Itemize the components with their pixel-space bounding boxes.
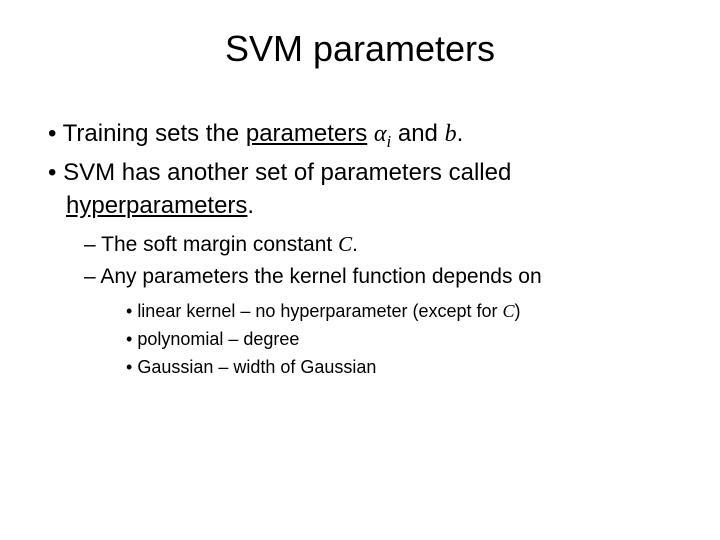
slide-title: SVM parameters [30,28,690,70]
tert-1-pre: linear kernel – no hyperparameter (excep… [137,301,502,321]
bullet-1-period: . [457,120,464,147]
tert-1-C: C [503,301,515,321]
tert-1-post: ) [515,301,521,321]
bullet-1: Training sets the parameters αi and b. [48,118,690,153]
tert-2-text: polynomial – degree [137,329,299,349]
tert-3: Gaussian – width of Gaussian [126,354,690,380]
tert-2: polynomial – degree [126,326,690,352]
tert-1: linear kernel – no hyperparameter (excep… [126,298,690,324]
subbullet-1-text: The soft margin constant [101,233,338,256]
subbullet-1-C: C [338,232,352,256]
subbullet-1-period: . [352,233,358,256]
bullet-2-period: . [247,192,254,219]
bullet-1-alpha: α [374,121,387,147]
bullet-1-text-pre: Training sets the [63,120,246,147]
bullet-2-hyperparameters-word: hyperparameters [66,192,247,219]
bullet-1-b: b [445,121,457,147]
bullet-1-space [367,120,374,147]
subbullet-2-text: Any parameters the kernel function depen… [100,265,541,288]
bullet-1-parameters-word: parameters [246,120,367,147]
bullet-1-and: and [391,120,444,147]
bullet-2: SVM has another set of parameters called… [48,157,690,222]
bullet-2-text-pre: SVM has another set of parameters called [63,159,511,186]
subbullet-2: Any parameters the kernel function depen… [84,263,690,291]
tert-3-text: Gaussian – width of Gaussian [137,357,376,377]
subbullet-1: The soft margin constant C. [84,230,690,259]
